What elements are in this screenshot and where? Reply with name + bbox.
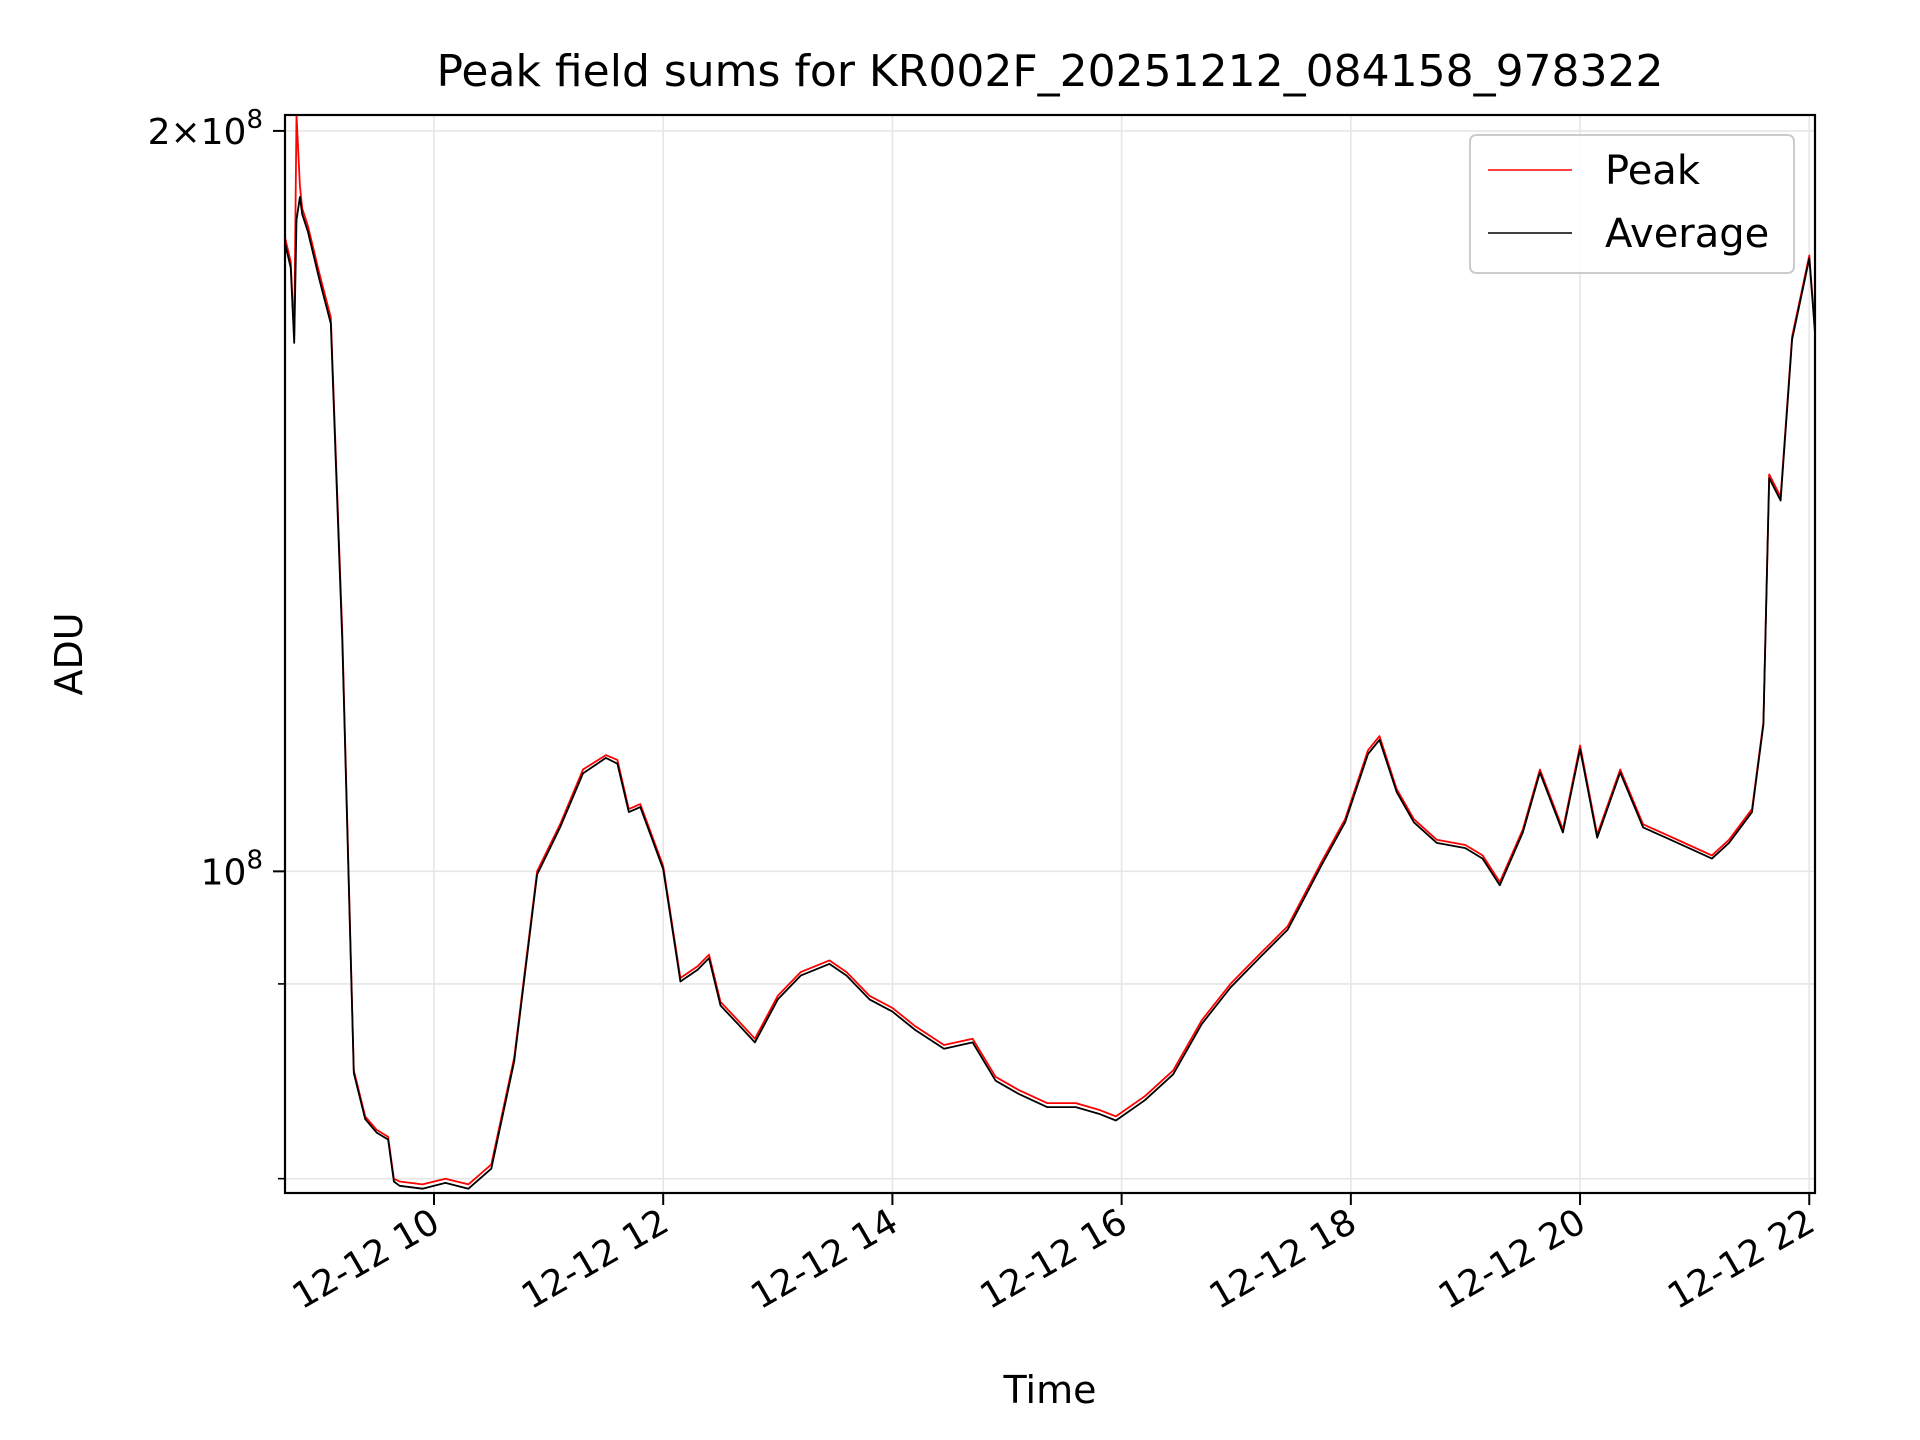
x-tick-label: 12-12 12 (515, 1201, 676, 1317)
x-axis: 12-12 10 12-12 12 12-12 14 12-12 16 12-12 18… (286, 1193, 1822, 1318)
y-axis-label: ADU (47, 612, 91, 695)
legend: Peak Average (1469, 134, 1795, 274)
x-tick-label: 12-12 14 (744, 1201, 905, 1317)
x-tick-label: 12-12 20 (1432, 1201, 1593, 1317)
x-tick-label: 12-12 22 (1661, 1201, 1822, 1317)
plot-frame (283, 113, 1817, 1195)
plot-lines (285, 115, 1815, 1190)
series-line-average (285, 196, 1815, 1190)
legend-label-average: Average (1605, 211, 1769, 257)
y-tick-label: 2×108 (148, 105, 263, 153)
legend-label-peak: Peak (1605, 148, 1701, 194)
y-tick-label: 108 (201, 845, 263, 893)
x-tick-label: 12-12 10 (286, 1201, 447, 1317)
x-tick-label: 12-12 16 (973, 1201, 1134, 1317)
x-tick-label: 12-12 18 (1203, 1201, 1364, 1317)
x-axis-label: Time (1003, 1368, 1097, 1412)
series-line-peak (285, 115, 1815, 1186)
grid (285, 115, 1815, 1193)
y-axis: 108 2×108 (148, 105, 285, 1180)
chart-title: Peak field sums for KR002F_20251212_0841… (436, 46, 1663, 97)
